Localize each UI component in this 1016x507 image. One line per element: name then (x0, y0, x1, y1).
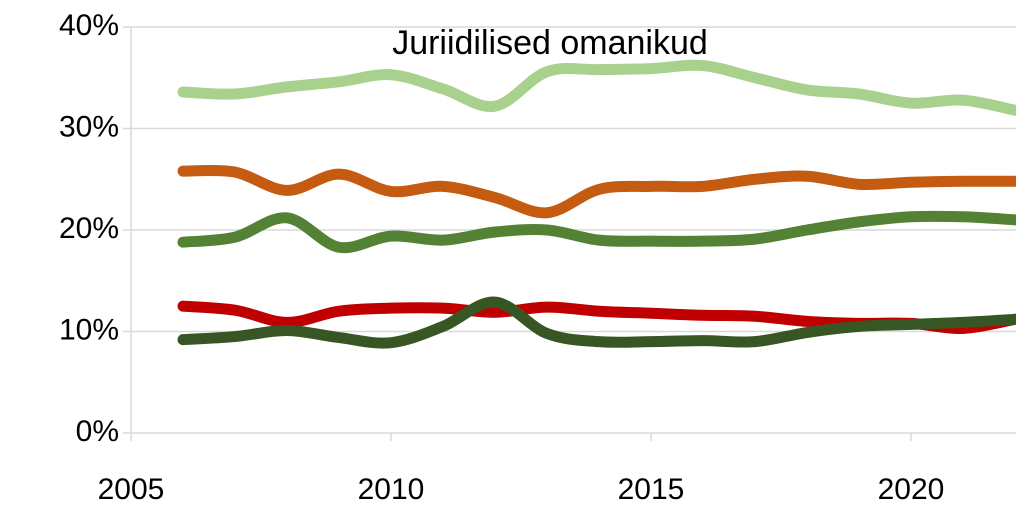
line-series (177, 59, 1016, 116)
y-tick-label: 20% (59, 212, 119, 245)
x-tick-label: 2015 (618, 473, 685, 506)
plot-area: 0% 10% 20% 30% 40% 2005 2010 2015 2020 (59, 9, 1016, 506)
y-tick-label: 40% (59, 9, 119, 42)
x-tick-label: 2010 (358, 473, 425, 506)
chart-title: Juriidilised omanikud (392, 24, 708, 62)
y-tick-label: 10% (59, 313, 119, 346)
y-tick-label: 0% (76, 415, 119, 448)
line-series (177, 296, 1016, 349)
y-tick-label: 30% (59, 110, 119, 143)
line-series (177, 210, 1016, 254)
line-series (177, 164, 1016, 219)
x-tick-label: 2020 (878, 473, 945, 506)
x-tick-label: 2005 (98, 473, 165, 506)
